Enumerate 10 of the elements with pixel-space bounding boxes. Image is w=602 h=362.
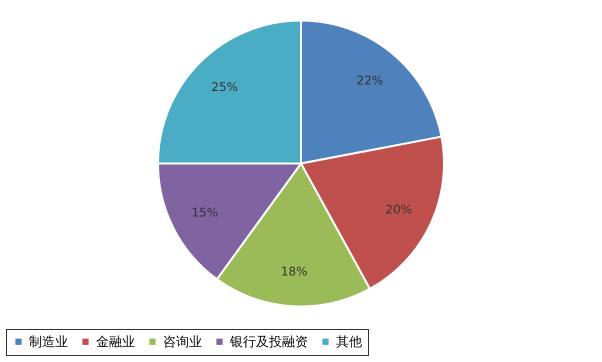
legend-label: 其他 <box>336 334 362 350</box>
data-label: 18% <box>280 264 308 278</box>
legend-label: 银行及投融资 <box>229 334 308 350</box>
data-label: 15% <box>191 206 218 220</box>
legend-label: 金融业 <box>96 334 135 350</box>
data-label: 25% <box>211 80 238 94</box>
data-label: 20% <box>385 202 412 216</box>
data-label: 22% <box>356 73 384 88</box>
legend-label: 制造业 <box>29 334 68 350</box>
legend-label: 咨询业 <box>163 334 202 350</box>
